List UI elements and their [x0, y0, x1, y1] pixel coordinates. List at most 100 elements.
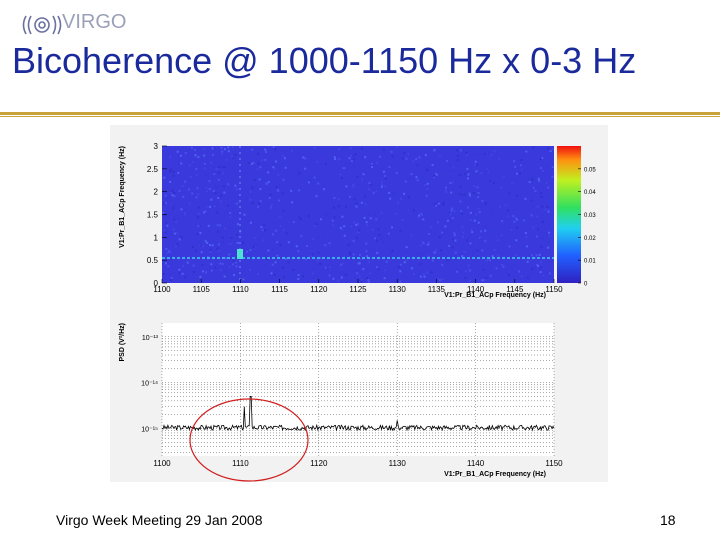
heatmap-cell: [412, 209, 415, 212]
heatmap-cell: [469, 242, 472, 245]
heatmap-cell: [197, 225, 200, 228]
heatmap-cell: [448, 211, 451, 214]
heatmap-cell: [452, 238, 455, 241]
heatmap-cell: [498, 157, 501, 160]
heatmap-cell: [208, 231, 211, 234]
heatmap-cell: [458, 174, 461, 177]
heatmap-cell: [178, 162, 181, 165]
heatmap-cell: [539, 192, 542, 195]
heatmap-cell: [528, 181, 531, 184]
heatmap-cell: [464, 270, 467, 273]
heatmap-cell: [439, 279, 442, 282]
heatmap-cell: [511, 181, 514, 184]
heatmap-cell: [230, 236, 233, 239]
heatmap-cell: [383, 277, 386, 280]
heatmap-cell: [166, 224, 169, 227]
heatmap-cell: [456, 192, 459, 195]
footer-text: Virgo Week Meeting 29 Jan 2008: [56, 512, 263, 528]
heatmap-cell: [473, 184, 476, 187]
heatmap-cell: [488, 152, 491, 155]
heatmap-cell: [477, 208, 480, 211]
heatmap-cell: [401, 157, 404, 160]
heatmap-cell: [217, 243, 220, 246]
heatmap-cell: [542, 169, 545, 172]
heatmap-cell: [324, 266, 327, 269]
heatmap-cell: [195, 168, 198, 171]
heatmap-cell: [512, 215, 515, 218]
heatmap-cell: [290, 189, 293, 192]
heatmap-cell: [433, 203, 436, 206]
heatmap-cell: [284, 153, 287, 156]
heatmap-cell: [277, 199, 280, 202]
heatmap-cell: [391, 226, 394, 229]
psd-x-tick-label: 1140: [467, 459, 485, 468]
heatmap-cell: [211, 193, 214, 196]
slide-title: Bicoherence @ 1000-1150 Hz x 0-3 Hz: [12, 40, 637, 81]
heatmap-cell: [191, 146, 194, 149]
heatmap-cell: [200, 244, 203, 247]
heatmap-cell: [242, 241, 245, 244]
heatmap-x-tick-label: 1110: [232, 285, 249, 294]
heatmap-cell: [223, 148, 226, 151]
heatmap-cell: [204, 240, 207, 243]
heatmap-cell: [269, 206, 272, 209]
heatmap-cell: [235, 154, 238, 157]
heatmap-cell: [219, 224, 222, 227]
heatmap-cell: [377, 268, 380, 271]
heatmap-cell: [370, 166, 373, 169]
heatmap-cell: [231, 207, 234, 210]
highlight-circle: [189, 398, 309, 482]
heatmap-cell: [320, 218, 323, 221]
heatmap-cell: [268, 196, 271, 199]
heatmap-cell: [350, 225, 353, 228]
heatmap-cell: [449, 182, 452, 185]
heatmap-cell: [477, 192, 480, 195]
heatmap-cell: [406, 210, 409, 213]
heatmap-cell: [165, 221, 168, 224]
heatmap-cell: [214, 205, 217, 208]
heatmap-cell: [236, 196, 239, 199]
heatmap-cell: [307, 214, 310, 217]
heatmap-cell: [162, 202, 165, 205]
heatmap-cell: [546, 214, 549, 217]
heatmap-cell: [424, 194, 427, 197]
heatmap-cell: [508, 192, 511, 195]
heatmap-cell: [508, 245, 511, 248]
heatmap-cell: [191, 246, 194, 249]
heatmap-cell: [259, 188, 262, 191]
heatmap-cell: [352, 183, 355, 186]
heatmap-cell: [163, 278, 166, 281]
heatmap-cell: [285, 232, 288, 235]
heatmap-cell: [230, 263, 233, 266]
heatmap-cell: [441, 278, 444, 281]
heatmap-cell: [526, 245, 529, 248]
heatmap-cell: [484, 229, 487, 232]
heatmap-cell: [222, 185, 225, 188]
heatmap-cell: [377, 228, 380, 231]
heatmap-cell: [214, 185, 217, 188]
heatmap-cell: [536, 205, 539, 208]
colorbar-tick-label: 0.04: [584, 190, 596, 196]
bicoherence-figure: 00.010.020.030.040.05 1100 1105 1110 1115 11…: [110, 125, 608, 482]
heatmap-cell: [181, 184, 184, 187]
heatmap-cell: [419, 244, 422, 247]
heatmap-cell: [360, 279, 363, 282]
heatmap-cell: [188, 178, 191, 181]
heatmap-cell: [547, 241, 550, 244]
heatmap-cell: [233, 261, 236, 264]
heatmap-cell: [347, 243, 350, 246]
heatmap-cell: [488, 179, 491, 182]
heatmap-cell: [211, 244, 214, 247]
heatmap-cell: [419, 212, 422, 215]
heatmap-cell: [339, 173, 342, 176]
heatmap-cell: [212, 153, 215, 156]
heatmap-cell: [506, 209, 509, 212]
heatmap-cell: [338, 148, 341, 151]
heatmap-cell: [200, 251, 203, 254]
heatmap-cell: [166, 252, 169, 255]
heatmap-cell: [461, 212, 464, 215]
heatmap-cell: [219, 170, 222, 173]
heatmap-cell: [227, 150, 230, 153]
heatmap-cell: [429, 230, 432, 233]
heatmap-cell: [485, 276, 488, 279]
